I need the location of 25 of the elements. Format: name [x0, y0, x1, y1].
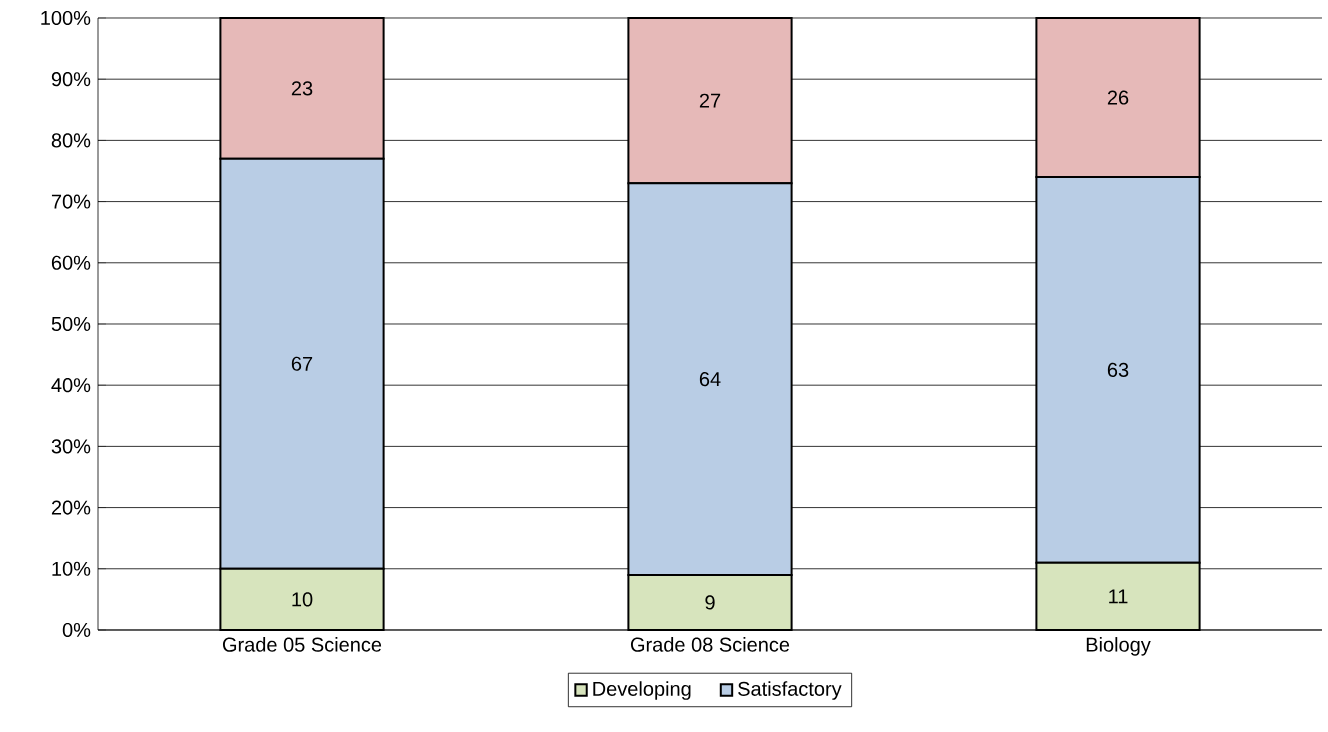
data-label: 63	[1107, 362, 1129, 377]
data-label: 26	[1107, 90, 1129, 105]
x-tick-label: Biology	[1086, 637, 1151, 656]
data-label: 11	[1109, 589, 1128, 604]
y-tick-label: 100%	[41, 10, 91, 26]
y-tick-label: 50%	[51, 316, 91, 332]
y-tick-label: 10%	[52, 561, 91, 576]
legend-label: Satisfactory	[738, 681, 842, 700]
y-tick-label: 80%	[51, 133, 91, 148]
data-label: 67	[291, 356, 313, 371]
x-tick-label: Grade 05 Science	[222, 637, 382, 652]
y-tick-label: 70%	[51, 194, 91, 209]
data-label: 9	[705, 595, 715, 610]
y-tick-label: 30%	[51, 439, 91, 454]
y-tick-label: 60%	[51, 255, 91, 270]
y-tick-label: 0%	[62, 622, 91, 638]
legend-label: Developing	[593, 681, 691, 700]
y-tick-label: 40%	[51, 378, 91, 393]
data-label: 10	[292, 592, 313, 607]
y-tick-label: 90%	[51, 72, 91, 87]
y-tick-label: 20%	[51, 500, 91, 515]
data-label: 27	[699, 93, 721, 108]
data-label: 23	[291, 81, 313, 96]
data-label: 64	[699, 371, 721, 387]
x-tick-label: Grade 08 Science	[630, 637, 790, 652]
